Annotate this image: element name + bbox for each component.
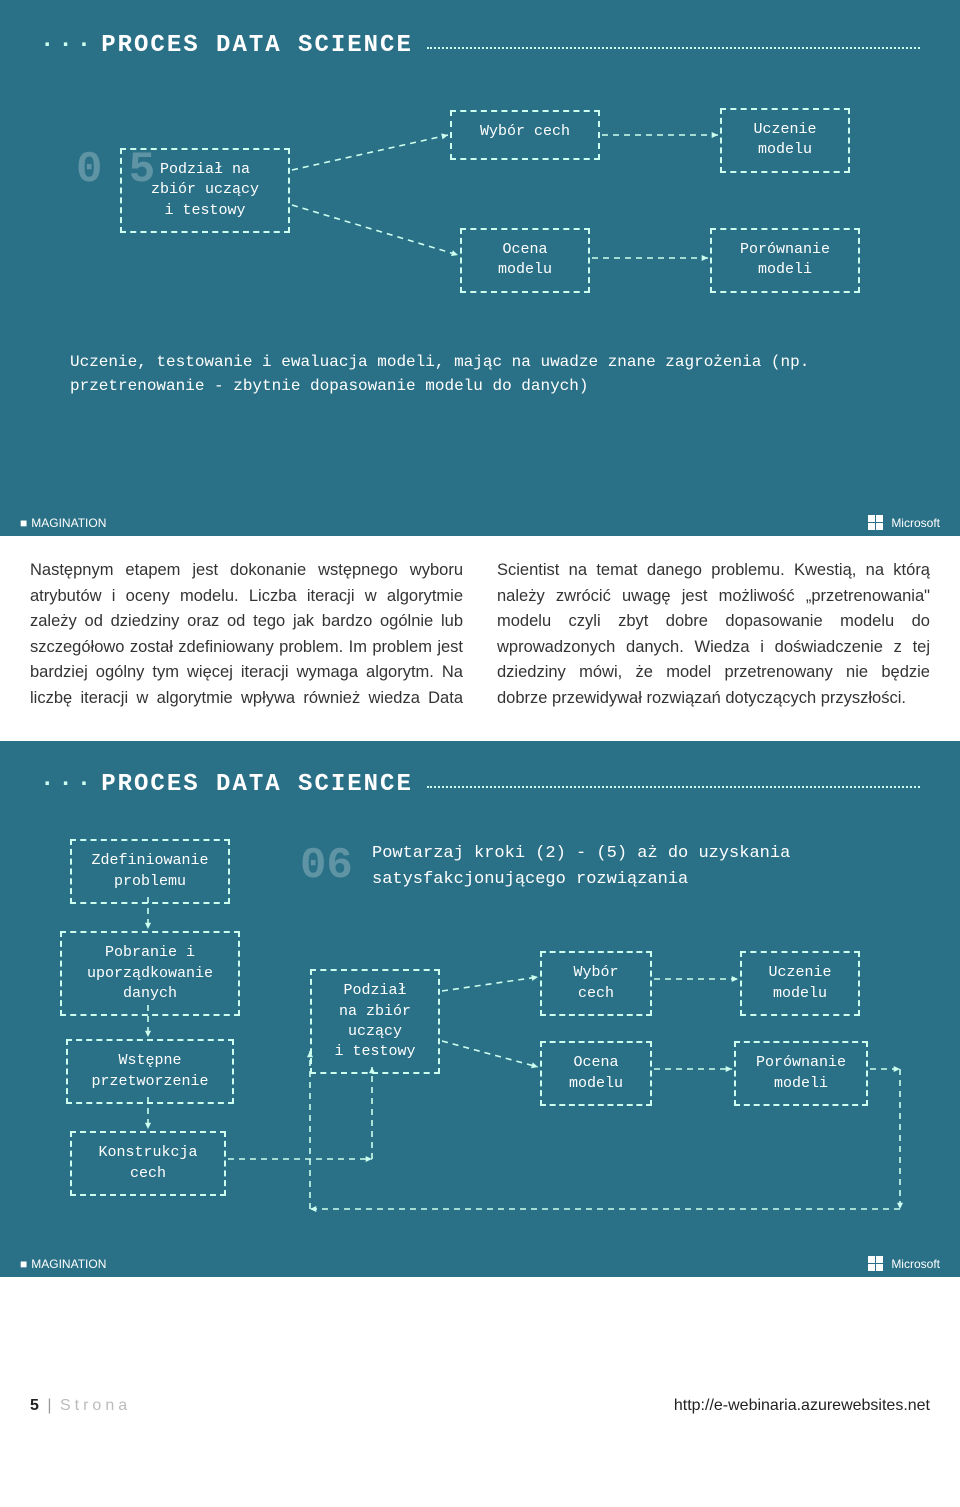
slide2-box-c2: Pobranie i uporządkowanie danych — [60, 931, 240, 1016]
page-label: Strona — [60, 1397, 131, 1414]
slide2-box-c7: Ocena modelu — [540, 1041, 652, 1106]
slide2-box-c6: Wybór cech — [540, 951, 652, 1016]
brand-microsoft: Microsoft — [868, 1256, 940, 1271]
page-number: 5 — [30, 1397, 39, 1414]
slide1-box-b5: Porównanie modeli — [710, 228, 860, 293]
slide1-caption: Uczenie, testowanie i ewaluacja modeli, … — [70, 350, 830, 398]
footer-url: http://e-webinaria.azurewebsites.net — [674, 1397, 930, 1415]
page-number-block: 5 | Strona — [30, 1397, 131, 1415]
slide2-box-c8: Uczenie modelu — [740, 951, 860, 1016]
brand-left-text: MAGINATION — [31, 516, 106, 530]
slide-process-1: ··· PROCES DATA SCIENCE 0 5 Podział na z… — [0, 0, 960, 536]
brand-left-text: MAGINATION — [31, 1257, 106, 1271]
brand-right-text: Microsoft — [891, 1257, 940, 1271]
microsoft-logo-icon — [868, 515, 883, 530]
slide2-box-c4: Konstrukcja cech — [70, 1131, 226, 1196]
slide2-box-c3: Wstępne przetworzenie — [66, 1039, 234, 1104]
body-paragraph: Następnym etapem jest dokonanie wstępneg… — [0, 536, 960, 741]
slide1-box-b4: Uczenie modelu — [720, 108, 850, 173]
brand-left: ■MAGINATION — [20, 516, 106, 530]
page-sep: | — [43, 1397, 55, 1414]
brand-left: ■MAGINATION — [20, 1257, 106, 1271]
slide2-box-c5: Podział na zbiór uczący i testowy — [310, 969, 440, 1074]
slide2-box-c9: Porównanie modeli — [734, 1041, 868, 1106]
slide1-box-b1: Podział na zbiór uczący i testowy — [120, 148, 290, 233]
brand-microsoft: Microsoft — [868, 515, 940, 530]
brand-right-text: Microsoft — [891, 516, 940, 530]
microsoft-logo-icon — [868, 1256, 883, 1271]
slide1-box-b2: Wybór cech — [450, 110, 600, 160]
slide1-box-b3: Ocena modelu — [460, 228, 590, 293]
page-footer: 5 | Strona http://e-webinaria.azurewebsi… — [0, 1397, 960, 1433]
slide2-box-c1: Zdefiniowanie problemu — [70, 839, 230, 904]
slide-process-2: ··· PROCES DATA SCIENCE 06 Powtarzaj kro… — [0, 741, 960, 1277]
